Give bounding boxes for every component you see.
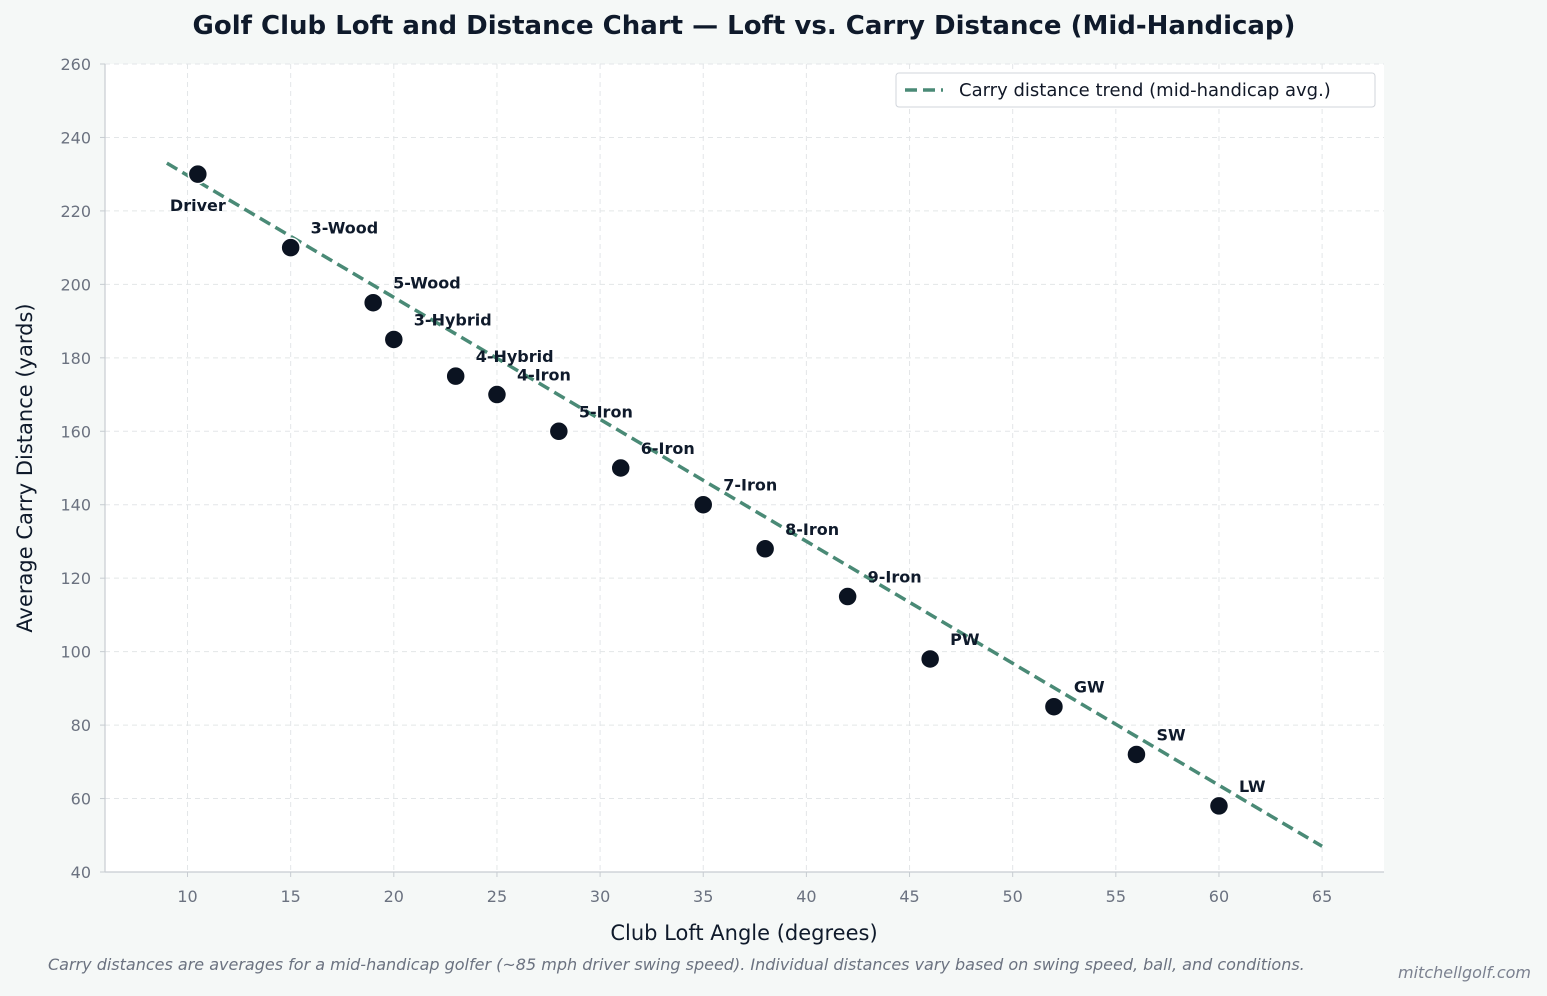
- data-point: [383, 329, 405, 350]
- point-labels: Driver 3-Wood 5-Wood 3-Hybrid 4-Hybrid4-Iron…: [170, 196, 1266, 796]
- y-tick-label: 220: [60, 202, 91, 221]
- point-label: GW: [1074, 678, 1105, 697]
- x-tick-label: 55: [1106, 887, 1126, 906]
- data-point: [1126, 744, 1147, 765]
- data-point: [280, 237, 301, 258]
- point-label: PW: [950, 630, 980, 649]
- tick-labels: 10 15 20 25 30 35 40 45 50 55 60 65 40 60 80 100 120 140 1…: [60, 55, 1332, 906]
- point-label: 5-Wood: [393, 274, 461, 293]
- point-label: 8-Iron: [785, 520, 839, 539]
- x-tick-label: 50: [1002, 887, 1022, 906]
- x-tick-label: 20: [384, 887, 404, 906]
- data-point: [362, 292, 384, 313]
- y-tick-label: 120: [60, 569, 91, 588]
- y-tick-label: 100: [60, 643, 91, 662]
- y-tick-label: 160: [60, 422, 91, 441]
- x-tick-label: 15: [280, 887, 300, 906]
- x-tick-label: 45: [899, 887, 919, 906]
- chart-title: Golf Club Loft and Distance Chart — Loft…: [193, 11, 1296, 41]
- trend-line-group: [165, 161, 1324, 848]
- legend: Carry distance trend (mid-handicap avg.): [895, 72, 1376, 108]
- legend-box: [895, 72, 1376, 108]
- point-label: 9-Iron: [868, 568, 922, 587]
- point-label: 4-Iron: [517, 366, 571, 385]
- point-label: SW: [1156, 725, 1186, 744]
- footnote: Carry distances are averages for a mid-h…: [48, 955, 1305, 974]
- y-tick-label: 200: [60, 275, 91, 294]
- data-point: [610, 457, 631, 479]
- data-point: [187, 163, 209, 185]
- plot-area: [105, 64, 1384, 872]
- legend-trend-label: Carry distance trend (mid-handicap avg.): [959, 80, 1331, 101]
- grid-lines: [105, 63, 1384, 873]
- x-tick-label: 10: [177, 887, 197, 906]
- x-tick-label: 35: [693, 887, 713, 906]
- data-point: [692, 494, 714, 515]
- point-label: 7-Iron: [723, 476, 777, 495]
- point-label: Driver: [170, 196, 226, 215]
- x-tick-label: 60: [1209, 887, 1229, 906]
- axes: [104, 64, 1384, 873]
- data-point: [1043, 696, 1065, 717]
- point-label: 3-Wood: [311, 219, 379, 238]
- y-tick-label: 240: [60, 128, 91, 147]
- trend-line: [165, 161, 1324, 848]
- x-tick-label: 65: [1312, 887, 1332, 906]
- x-tick-label: 25: [487, 887, 507, 906]
- data-points: [187, 163, 1230, 817]
- y-axis-label: Average Carry Distance (yards): [13, 303, 37, 632]
- data-point: [486, 384, 508, 405]
- x-axis-label: Club Loft Angle (degrees): [610, 921, 877, 945]
- point-label: 3-Hybrid: [414, 310, 492, 329]
- data-point: [919, 648, 941, 670]
- watermark: mitchellgolf.com: [1398, 963, 1531, 982]
- y-tick-label: 40: [71, 863, 91, 882]
- data-point: [1208, 795, 1230, 817]
- point-label: 5-Iron: [579, 402, 633, 421]
- y-tick-label: 140: [60, 496, 91, 515]
- x-tick-label: 40: [796, 887, 816, 906]
- data-point: [837, 586, 858, 607]
- y-tick-label: 260: [60, 55, 91, 74]
- point-label: 4-Hybrid: [476, 347, 554, 366]
- data-point: [754, 538, 776, 560]
- data-point: [445, 365, 466, 387]
- y-tick-label: 180: [60, 349, 91, 368]
- data-point: [548, 421, 570, 442]
- y-tick-label: 60: [71, 790, 91, 809]
- point-label: 6-Iron: [641, 439, 695, 458]
- point-label: LW: [1239, 777, 1266, 796]
- x-tick-label: 30: [590, 887, 610, 906]
- y-tick-label: 80: [71, 716, 91, 735]
